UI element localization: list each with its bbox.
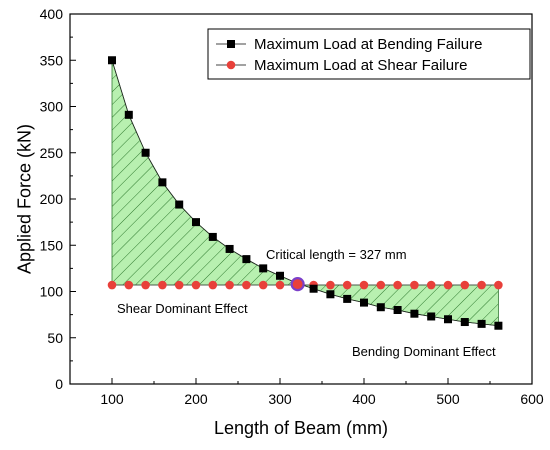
bending-point <box>175 200 184 209</box>
y-tick-label: 200 <box>40 191 64 207</box>
shear-point <box>393 280 402 290</box>
bending-point <box>225 244 234 253</box>
bending-point <box>108 56 116 65</box>
bending-point <box>242 255 251 264</box>
shear-point <box>426 280 436 290</box>
y-axis-title: Applied Force (kN) <box>14 124 34 274</box>
x-tick-label: 100 <box>100 391 124 407</box>
annotation-shear-dominant: Shear Dominant Effect <box>117 301 248 316</box>
critical-point <box>290 277 305 292</box>
shear-point <box>208 280 218 290</box>
y-tick-label: 250 <box>40 145 64 161</box>
x-tick-label: 200 <box>184 391 208 407</box>
x-tick-label: 400 <box>352 391 376 407</box>
bending-point <box>393 306 402 314</box>
bending-point <box>410 309 419 318</box>
shear-point <box>107 280 117 290</box>
shear-point <box>158 280 167 290</box>
bending-point <box>309 284 318 293</box>
shear-point <box>477 280 486 290</box>
y-tick-label: 350 <box>40 52 64 68</box>
y-tick-label: 0 <box>55 376 63 392</box>
bending-point <box>208 232 217 241</box>
shear-point <box>225 280 234 290</box>
shear-point <box>410 280 419 290</box>
shear-point <box>443 280 453 290</box>
x-tick-label: 600 <box>520 391 544 407</box>
shear-point <box>124 280 134 290</box>
annotation-critical-length: Critical length = 327 mm <box>266 247 407 262</box>
shear-point <box>494 280 503 290</box>
bending-point <box>477 319 486 328</box>
shear-point <box>242 280 251 290</box>
x-tick-label: 500 <box>436 391 460 407</box>
y-tick-label: 100 <box>40 284 64 300</box>
bending-point <box>444 315 452 324</box>
bending-point <box>360 298 368 307</box>
legend: Maximum Load at Bending Failure Maximum L… <box>207 28 531 80</box>
bending-point <box>192 218 200 227</box>
bending-point <box>259 264 268 273</box>
series <box>107 56 503 330</box>
legend-box <box>207 28 531 80</box>
annotation-bending-dominant: Bending Dominant Effect <box>352 344 496 359</box>
legend-marker-bending <box>227 40 235 48</box>
ticks: 100 200 300 400 500 600 0 50 100 150 200 250 300 350 4… <box>40 6 544 407</box>
shear-point <box>376 280 386 290</box>
bending-point <box>141 148 150 157</box>
shear-point <box>174 280 184 290</box>
bending-point <box>326 290 335 299</box>
legend-marker-shear <box>226 60 236 70</box>
shear-point <box>326 280 335 290</box>
y-tick-label: 300 <box>40 99 64 115</box>
shear-point <box>141 280 150 290</box>
bending-point <box>276 271 284 280</box>
x-tick-label: 300 <box>268 391 292 407</box>
x-axis-title: Length of Beam (mm) <box>214 418 388 438</box>
shear-point <box>258 280 268 290</box>
y-tick-label: 50 <box>47 330 63 346</box>
shear-point <box>359 280 369 290</box>
shear-point <box>460 280 470 290</box>
bending-point <box>158 178 167 187</box>
y-tick-label: 150 <box>40 237 64 253</box>
y-tick-label: 400 <box>40 6 64 22</box>
shear-point <box>342 280 352 290</box>
bending-point <box>124 110 133 119</box>
shear-point <box>275 280 285 290</box>
legend-label: Maximum Load at Bending Failure <box>254 36 482 53</box>
bending-point <box>427 312 436 321</box>
bending-point <box>343 294 352 303</box>
bending-point <box>460 318 469 327</box>
bending-point <box>376 303 385 312</box>
legend-label: Maximum Load at Shear Failure <box>254 57 467 74</box>
shear-point <box>191 280 201 290</box>
bending-point <box>494 321 503 330</box>
